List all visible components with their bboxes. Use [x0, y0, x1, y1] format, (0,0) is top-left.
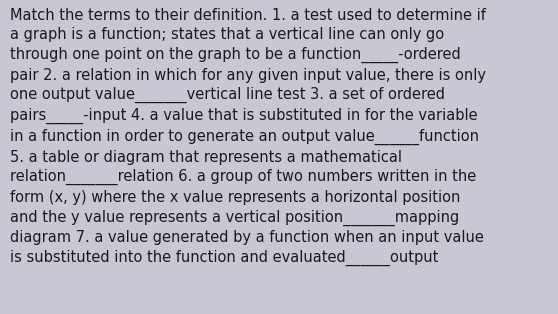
Text: Match the terms to their definition. 1. a test used to determine if
a graph is a: Match the terms to their definition. 1. … — [10, 8, 486, 266]
